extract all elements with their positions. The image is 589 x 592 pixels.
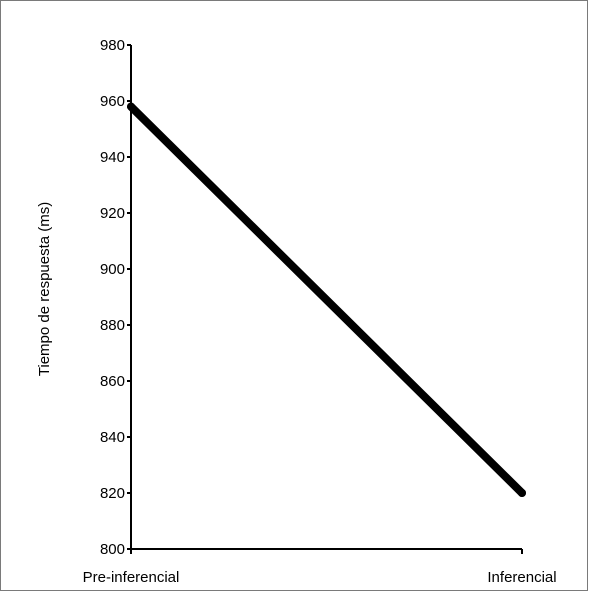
x-tick-label: Inferencial xyxy=(487,569,556,586)
x-axis: Pre-inferencial Inferencial xyxy=(83,548,557,586)
data-point xyxy=(518,489,526,497)
series-layer xyxy=(127,102,526,497)
y-tick-label: 940 xyxy=(100,149,125,166)
y-axis: 800 820 840 860 880 900 920 940 960 980 xyxy=(100,37,132,558)
y-axis-title: Tiempo de respuesta (ms) xyxy=(36,202,53,377)
y-tick-label: 980 xyxy=(100,37,125,54)
y-tick-label: 900 xyxy=(100,261,125,278)
y-tick-label: 860 xyxy=(100,373,125,390)
y-tick-label: 960 xyxy=(100,93,125,110)
y-tick-label: 820 xyxy=(100,485,125,502)
series-line xyxy=(127,102,526,497)
y-tick-label: 840 xyxy=(100,429,125,446)
x-tick-label: Pre-inferencial xyxy=(83,569,180,586)
y-tick-label: 920 xyxy=(100,205,125,222)
y-tick-label: 800 xyxy=(100,541,125,558)
data-point xyxy=(127,102,135,111)
y-tick-label: 880 xyxy=(100,317,125,334)
